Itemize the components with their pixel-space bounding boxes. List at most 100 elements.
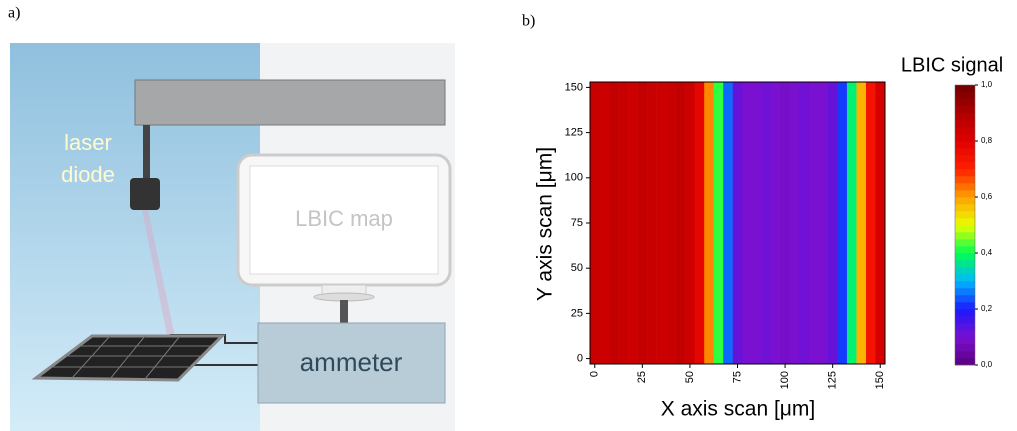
label: diode (61, 162, 115, 187)
x-tick-label: 25 (636, 371, 648, 383)
screen (249, 165, 439, 275)
colorbar-step (955, 204, 975, 212)
panel-label: a) (8, 5, 20, 22)
colorbar-step (955, 176, 975, 184)
ammeter (257, 322, 446, 404)
colorbar-step (955, 120, 975, 128)
heat-column (637, 82, 648, 364)
heat-column (799, 82, 810, 364)
heat-column (723, 82, 734, 364)
heat-column (865, 82, 876, 364)
colorbar-step (955, 295, 975, 303)
colorbar-step (955, 127, 975, 135)
colorbar-step (955, 330, 975, 338)
heat-column (694, 82, 705, 364)
colorbar-step (955, 162, 975, 170)
heat-column (780, 82, 791, 364)
colorbar-step (955, 302, 975, 310)
heat-column (618, 82, 629, 364)
heat-column (808, 82, 819, 364)
label: laser (64, 130, 112, 155)
beam-light (142, 210, 180, 360)
y-tick-label: 75 (571, 217, 583, 229)
colorbar-step (955, 358, 975, 366)
colorbar-step (955, 92, 975, 100)
colorbar-step (955, 211, 975, 219)
colorbar-title: LBIC signal (901, 54, 1003, 76)
heat-column (647, 82, 657, 364)
heat-column (827, 82, 838, 364)
colorbar-frame (954, 84, 976, 366)
colorbar-step (955, 155, 975, 163)
colorbar-step (955, 344, 975, 352)
colorbar-step (955, 169, 975, 177)
colorbar-step (955, 190, 975, 198)
rod (340, 300, 348, 324)
colorbar-step (955, 85, 975, 93)
colorbar-step (955, 351, 975, 359)
laser (130, 178, 160, 210)
heat-column (856, 82, 867, 364)
colorbar-step (955, 183, 975, 191)
colorbar-step (955, 288, 975, 296)
heat-column (742, 82, 753, 364)
x-tick-label: 100 (779, 371, 791, 389)
colorbar-step (955, 225, 975, 233)
y-tick-label: 0 (577, 352, 583, 364)
heat-column (666, 82, 676, 364)
x-tick-label: 125 (827, 371, 839, 389)
heat-column (599, 82, 610, 364)
stand (313, 292, 375, 302)
colorbar-step (955, 232, 975, 240)
rod (143, 125, 150, 180)
x-tick-label: 75 (731, 371, 743, 383)
heat-column (590, 82, 600, 364)
colorbar-step (955, 218, 975, 226)
colorbar-step (955, 99, 975, 107)
heat-column (685, 82, 695, 364)
colorbar-step (955, 253, 975, 261)
colorbar-tick-label: 0,6 (981, 192, 993, 201)
colorbar-step (955, 141, 975, 149)
x-tick-label: 50 (684, 371, 696, 383)
colorbar-step (955, 267, 975, 275)
label: ammeter (300, 347, 403, 377)
heat-column (789, 82, 800, 364)
heat-column (761, 82, 772, 364)
colorbar-step (955, 260, 975, 268)
y-tick-label: 125 (565, 127, 583, 139)
heat-column (656, 82, 667, 364)
panel-label: b) (522, 13, 535, 30)
y-tick-label: 25 (571, 307, 583, 319)
colorbar-step (955, 148, 975, 156)
heat-column (732, 82, 743, 364)
colorbar-step (955, 309, 975, 317)
heat-column (713, 82, 724, 364)
heat-column (770, 82, 781, 364)
colorbar-step (955, 323, 975, 331)
colorbar-step (955, 197, 975, 205)
colorbar-step (955, 134, 975, 142)
y-tick-label: 50 (571, 262, 583, 274)
heat-column (751, 82, 762, 364)
colorbar-step (955, 106, 975, 114)
x-tick-label: 0 (589, 371, 601, 377)
colorbar-tick-label: 1,0 (981, 80, 993, 89)
heat-column (628, 82, 638, 364)
heat-column (846, 82, 857, 364)
y-tick-label: 100 (565, 172, 583, 184)
colorbar-tick-label: 0,8 (981, 136, 993, 145)
colorbar-tick-label: 0,0 (981, 360, 993, 369)
y-tick-label: 150 (565, 81, 583, 93)
x-axis-title: X axis scan [μm] (661, 398, 815, 421)
colorbar-tick-label: 0,4 (981, 248, 993, 257)
colorbar-step (955, 316, 975, 324)
heat-column (704, 82, 715, 364)
colorbar-step (955, 246, 975, 254)
solar-panel (31, 334, 226, 382)
heat-column (675, 82, 686, 364)
label: LBIC map (295, 206, 393, 231)
colorbar-tick-label: 0,2 (981, 304, 993, 313)
heat-column (875, 82, 886, 364)
